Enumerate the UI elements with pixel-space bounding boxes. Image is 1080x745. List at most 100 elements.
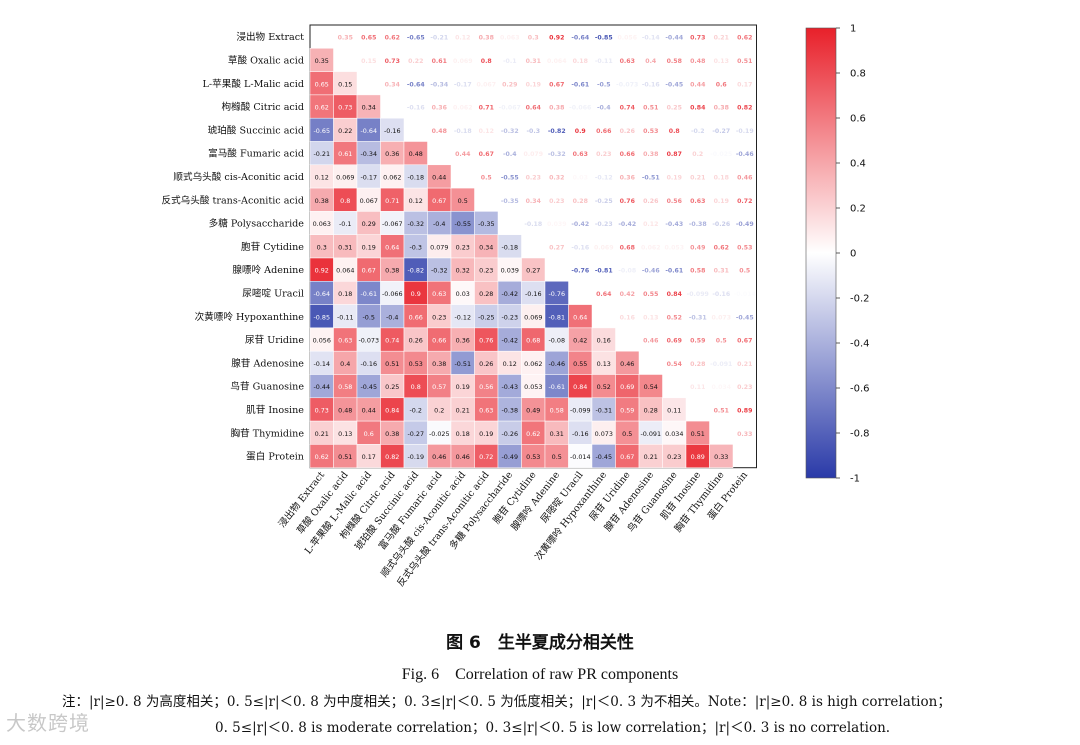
cell-value-upper: 0.069 <box>594 244 614 251</box>
figure-note-line-1: 注：|r|≥0. 8 为高度相关；0. 5≤|r|＜0. 8 为中度相关；0. … <box>62 694 951 710</box>
cell-value-upper: -0.34 <box>430 81 449 88</box>
cell-value: -0.2 <box>410 406 422 414</box>
cell-value: 0.63 <box>479 406 493 414</box>
cell-value-upper: -0.025 <box>710 151 732 158</box>
cell-value-upper: 0.3 <box>528 35 539 42</box>
cell-value-upper: 0.84 <box>667 291 683 298</box>
cell-value: 0.46 <box>432 453 446 461</box>
cell-value: 0.66 <box>432 337 446 345</box>
cell-value-upper: -0.38 <box>689 221 707 228</box>
cell-value-upper: -0.16 <box>571 244 589 251</box>
cell-value: -0.16 <box>360 360 377 368</box>
cell-value-upper: 0.4 <box>645 58 657 65</box>
cell-value-upper: 0.28 <box>573 198 588 205</box>
cell-value: -0.61 <box>360 290 377 298</box>
cell-value: 0.12 <box>315 173 329 181</box>
cell-value: 0.33 <box>714 453 728 461</box>
cell-value: 0.069 <box>524 313 542 321</box>
cell-value-upper: 0.26 <box>620 128 635 135</box>
cell-value-upper: 0.079 <box>523 151 543 158</box>
colorbar-tick-label: 1 <box>850 24 856 35</box>
cell-value: 0.053 <box>524 383 542 391</box>
cell-value: 0.63 <box>338 337 352 345</box>
cell-value-upper: 0.82 <box>737 105 752 112</box>
cell-value: -0.19 <box>407 453 424 461</box>
cell-value-upper: 0.64 <box>596 291 612 298</box>
cell-value: 0.48 <box>409 150 423 158</box>
cell-value: -0.82 <box>407 267 424 275</box>
cell-value-upper: -0.45 <box>665 81 683 88</box>
cell-value-upper: -0.45 <box>736 314 754 321</box>
cell-value: 0.23 <box>432 313 446 321</box>
cell-value: 0.67 <box>432 197 446 205</box>
cell-value: 0.38 <box>315 197 329 205</box>
colorbar-tick-label: -0.2 <box>850 294 870 305</box>
heatmap-svg: 0.35 0.65 0.62 -0.65 -0.21 0.12 0.38 0.063 0.3 0.… <box>162 24 870 589</box>
cell-value-upper: 0.33 <box>737 431 752 438</box>
cell-value: 0.5 <box>552 453 562 461</box>
cell-value: -0.32 <box>407 220 424 228</box>
cell-value-upper: -0.42 <box>571 221 589 228</box>
cell-value-upper: -0.073 <box>616 81 638 88</box>
cell-value: 0.74 <box>385 337 399 345</box>
cell-value: 0.31 <box>338 243 352 251</box>
cell-value-upper: 0.21 <box>690 174 705 181</box>
cell-value-upper: 0.34 <box>385 81 401 88</box>
row-label: 胸苷 Thymidine <box>231 427 305 439</box>
cell-value: 0.64 <box>573 313 587 321</box>
cell-value: -0.4 <box>433 220 445 228</box>
cell-value: 0.61 <box>338 150 352 158</box>
cell-value-upper: 0.053 <box>664 244 684 251</box>
cell-value: -0.1 <box>339 220 351 228</box>
cell-value-upper: -0.44 <box>665 35 684 42</box>
cell-value-upper: 0.32 <box>549 174 564 181</box>
cell-value: 0.079 <box>430 243 448 251</box>
cell-value-upper: -0.51 <box>642 174 660 181</box>
cell-value: 0.8 <box>340 197 350 205</box>
row-label: L-苹果酸 L-Malic acid <box>203 78 304 90</box>
row-label: 琥珀酸 Succinic acid <box>208 124 304 136</box>
cell-value-upper: -0.43 <box>665 221 683 228</box>
cell-value-upper: 0.51 <box>737 58 752 65</box>
cell-value-upper: 0.44 <box>455 151 471 158</box>
cell-value-upper: 0.18 <box>573 58 588 65</box>
cell-value-upper: 0.49 <box>690 244 705 251</box>
cell-value-upper: 0.6 <box>716 81 727 88</box>
cell-value: -0.08 <box>548 337 565 345</box>
cell-value: 0.12 <box>409 197 423 205</box>
cell-value: 0.38 <box>385 430 399 438</box>
cell-value: 0.42 <box>573 337 587 345</box>
cell-value: 0.66 <box>409 313 423 321</box>
cell-value: 0.59 <box>620 406 634 414</box>
cell-value: -0.16 <box>572 430 589 438</box>
cell-value-upper: 0.28 <box>690 361 705 368</box>
cell-value: -0.43 <box>501 383 518 391</box>
cell-value: 0.62 <box>315 104 329 112</box>
cell-value-upper: 0.22 <box>408 58 423 65</box>
cell-value: -0.38 <box>501 406 518 414</box>
cell-value: -0.34 <box>360 150 377 158</box>
cell-value-upper: -0.64 <box>407 81 426 88</box>
cell-value: 0.65 <box>315 80 329 88</box>
cell-value-upper: -0.18 <box>454 128 472 135</box>
cell-value: 0.51 <box>338 453 352 461</box>
cell-value-upper: 0.26 <box>643 198 658 205</box>
cell-value: 0.039 <box>501 267 519 275</box>
cell-value: 0.064 <box>336 267 354 275</box>
cell-value: 0.11 <box>667 406 681 414</box>
cell-value: 0.38 <box>432 360 446 368</box>
cell-value-upper: 0.11 <box>690 384 705 391</box>
cell-value: 0.84 <box>385 406 399 414</box>
cell-value: 0.54 <box>644 383 658 391</box>
cell-value: -0.64 <box>360 127 377 135</box>
cell-value-upper: -0.4 <box>597 105 611 112</box>
cell-value: 0.48 <box>338 406 352 414</box>
cell-value-upper: -0.2 <box>691 128 705 135</box>
cell-value-upper: 0.17 <box>737 81 752 88</box>
cell-value: -0.76 <box>548 290 565 298</box>
cell-value: -0.61 <box>548 383 565 391</box>
cell-value: -0.27 <box>407 430 424 438</box>
cell-value: -0.16 <box>525 290 542 298</box>
cell-value: 0.55 <box>573 360 587 368</box>
cell-value-upper: 0.58 <box>667 58 682 65</box>
